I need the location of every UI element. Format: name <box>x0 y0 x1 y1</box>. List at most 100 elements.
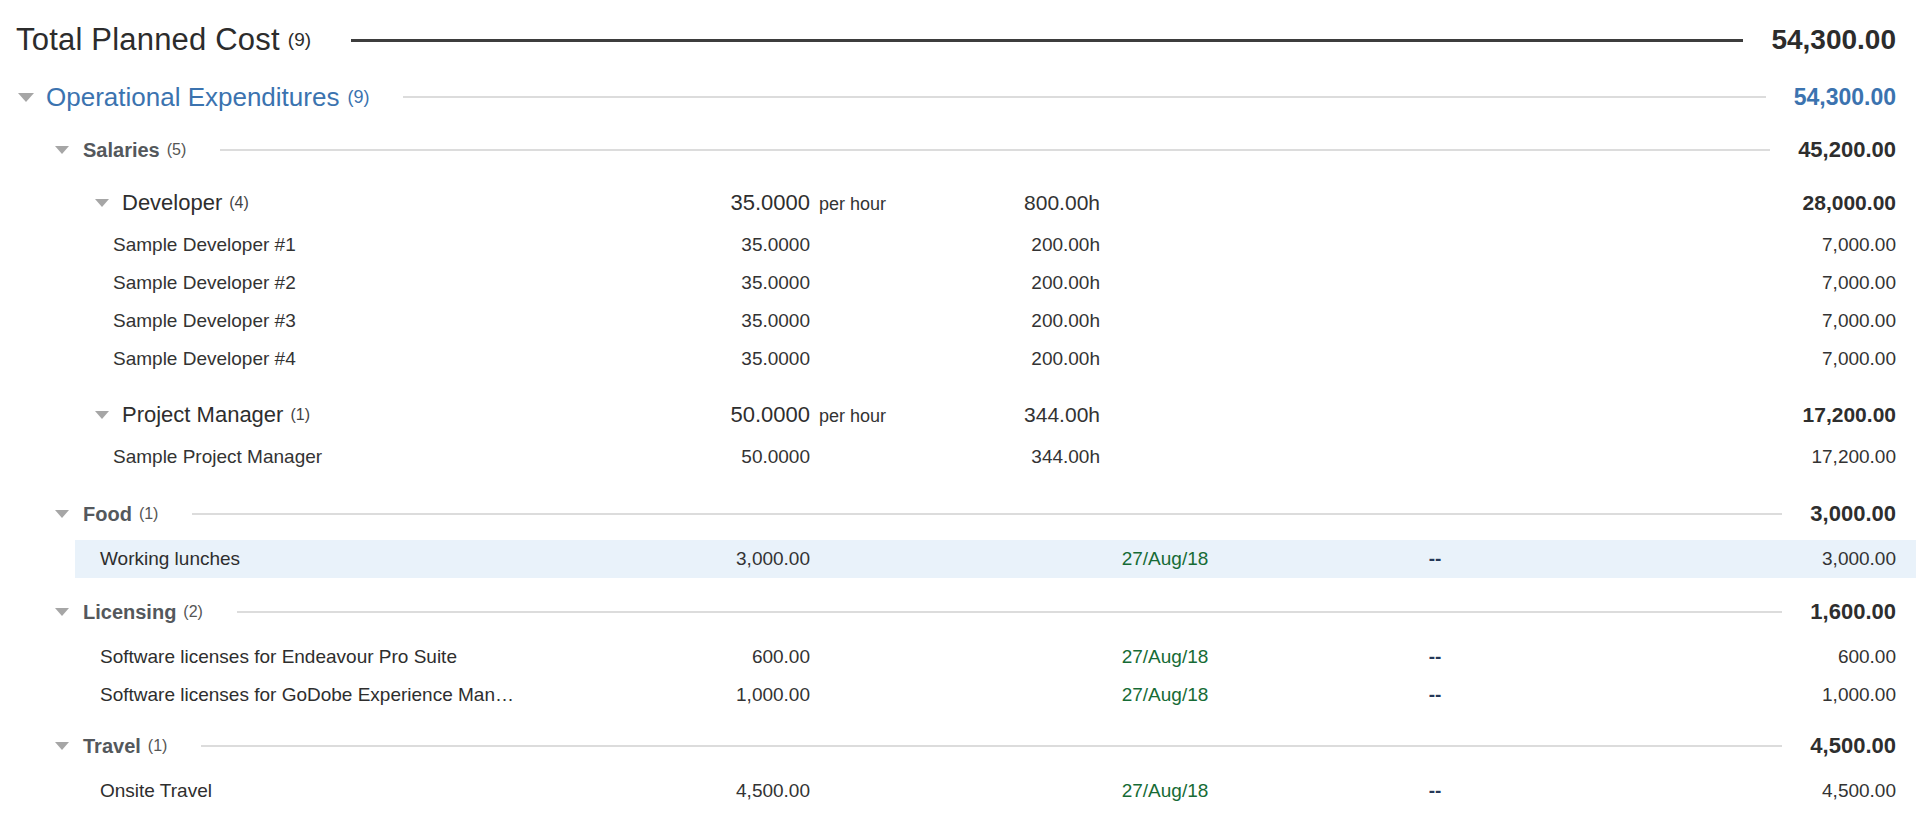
member-rate: 35.0000 <box>540 348 810 370</box>
expense-placeholder[interactable]: -- <box>1380 646 1490 668</box>
leader-line <box>192 513 1782 515</box>
member-name: Sample Developer #4 <box>113 348 296 370</box>
expense-row-endeavour-licenses[interactable]: Software licenses for Endeavour Pro Suit… <box>0 638 1916 676</box>
member-hours: 200.00h <box>900 348 1100 370</box>
role-hours: 800.00h <box>900 191 1100 215</box>
expense-cost: 4,500.00 <box>540 780 810 802</box>
expense-date[interactable]: 27/Aug/18 <box>1050 780 1280 802</box>
member-row[interactable]: Sample Developer #2 35.0000 200.00h 7,00… <box>0 264 1916 302</box>
category-count: (1) <box>139 505 159 523</box>
role-rate: 35.0000 per hour <box>540 190 886 216</box>
leader-line <box>403 96 1765 98</box>
member-row[interactable]: Sample Developer #1 35.0000 200.00h 7,00… <box>0 226 1916 264</box>
member-amount: 7,000.00 <box>1822 234 1896 256</box>
expense-amount: 600.00 <box>1838 646 1896 668</box>
expense-placeholder[interactable]: -- <box>1380 684 1490 706</box>
member-row[interactable]: Sample Developer #4 35.0000 200.00h 7,00… <box>0 340 1916 378</box>
page-title: Total Planned Cost <box>16 22 280 58</box>
collapse-triangle-icon[interactable] <box>95 411 109 419</box>
member-rate: 35.0000 <box>540 234 810 256</box>
category-count: (5) <box>167 141 187 159</box>
member-name: Sample Developer #3 <box>113 310 296 332</box>
category-amount: 45,200.00 <box>1798 137 1896 163</box>
category-count: (2) <box>183 603 203 621</box>
expense-name: Working lunches <box>100 548 240 570</box>
member-hours: 200.00h <box>900 234 1100 256</box>
member-amount: 17,200.00 <box>1811 446 1896 468</box>
expense-name: Software licenses for Endeavour Pro Suit… <box>100 646 457 668</box>
member-amount: 7,000.00 <box>1822 272 1896 294</box>
collapse-triangle-icon[interactable] <box>55 146 69 154</box>
member-hours: 200.00h <box>900 272 1100 294</box>
collapse-triangle-icon[interactable] <box>95 199 109 207</box>
expense-amount: 3,000.00 <box>1822 548 1896 570</box>
member-rate: 50.0000 <box>540 446 810 468</box>
category-count: (1) <box>148 737 168 755</box>
expense-name: Onsite Travel <box>100 780 212 802</box>
expense-date[interactable]: 27/Aug/18 <box>1050 548 1280 570</box>
member-rate: 35.0000 <box>540 272 810 294</box>
category-row-travel: Travel (1) 4,500.00 <box>0 726 1916 766</box>
role-rate: 50.0000 per hour <box>540 402 886 428</box>
category-label[interactable]: Licensing <box>83 601 176 624</box>
category-amount: 3,000.00 <box>1810 501 1896 527</box>
category-row-licensing: Licensing (2) 1,600.00 <box>0 592 1916 632</box>
category-row-food: Food (1) 3,000.00 <box>0 494 1916 534</box>
expense-placeholder[interactable]: -- <box>1380 548 1490 570</box>
leader-line <box>220 149 1770 151</box>
expense-row-onsite-travel[interactable]: Onsite Travel 4,500.00 27/Aug/18 -- 4,50… <box>0 772 1916 810</box>
expense-date[interactable]: 27/Aug/18 <box>1050 646 1280 668</box>
member-hours: 344.00h <box>900 446 1100 468</box>
group-count: (9) <box>347 87 369 108</box>
expense-cost: 3,000.00 <box>540 548 810 570</box>
total-item-count: (9) <box>288 29 311 51</box>
expense-name: Software licenses for GoDobe Experience … <box>100 684 514 706</box>
category-amount: 1,600.00 <box>1810 599 1896 625</box>
expense-row-godobe-licenses[interactable]: Software licenses for GoDobe Experience … <box>0 676 1916 714</box>
role-row-developer: Developer (4) 35.0000 per hour 800.00h 2… <box>0 180 1916 226</box>
expense-cost: 600.00 <box>540 646 810 668</box>
member-name: Sample Developer #2 <box>113 272 296 294</box>
category-label[interactable]: Travel <box>83 735 141 758</box>
member-rate: 35.0000 <box>540 310 810 332</box>
role-hours: 344.00h <box>900 403 1100 427</box>
role-amount: 28,000.00 <box>1803 191 1896 215</box>
group-amount: 54,300.00 <box>1794 84 1896 111</box>
member-row[interactable]: Sample Project Manager 50.0000 344.00h 1… <box>0 438 1916 476</box>
collapse-triangle-icon[interactable] <box>55 510 69 518</box>
member-name: Sample Project Manager <box>113 446 322 468</box>
expense-cost: 1,000.00 <box>540 684 810 706</box>
total-amount: 54,300.00 <box>1771 24 1896 56</box>
expense-row-working-lunches[interactable]: Working lunches 3,000.00 27/Aug/18 -- 3,… <box>0 540 1916 578</box>
rate-unit-label: per hour <box>819 406 886 427</box>
role-label[interactable]: Developer <box>122 190 222 216</box>
role-count: (4) <box>229 194 249 212</box>
category-label[interactable]: Food <box>83 503 132 526</box>
leader-line <box>237 611 1782 613</box>
member-hours: 200.00h <box>900 310 1100 332</box>
expense-amount: 4,500.00 <box>1822 780 1896 802</box>
group-label[interactable]: Operational Expenditures <box>46 82 339 113</box>
category-amount: 4,500.00 <box>1810 733 1896 759</box>
member-amount: 7,000.00 <box>1822 310 1896 332</box>
role-amount: 17,200.00 <box>1803 403 1896 427</box>
member-amount: 7,000.00 <box>1822 348 1896 370</box>
category-label[interactable]: Salaries <box>83 139 160 162</box>
role-label[interactable]: Project Manager <box>122 402 283 428</box>
member-name: Sample Developer #1 <box>113 234 296 256</box>
rate-unit-label: per hour <box>819 194 886 215</box>
expense-amount: 1,000.00 <box>1822 684 1896 706</box>
expense-placeholder[interactable]: -- <box>1380 780 1490 802</box>
role-row-project-manager: Project Manager (1) 50.0000 per hour 344… <box>0 392 1916 438</box>
member-row[interactable]: Sample Developer #3 35.0000 200.00h 7,00… <box>0 302 1916 340</box>
expense-date[interactable]: 27/Aug/18 <box>1050 684 1280 706</box>
collapse-triangle-icon[interactable] <box>55 742 69 750</box>
collapse-triangle-icon[interactable] <box>55 608 69 616</box>
leader-line <box>201 745 1782 747</box>
group-row-operational-expenditures: Operational Expenditures (9) 54,300.00 <box>0 74 1916 120</box>
leader-line <box>351 39 1743 42</box>
category-row-salaries: Salaries (5) 45,200.00 <box>0 130 1916 170</box>
total-planned-cost-row: Total Planned Cost (9) 54,300.00 <box>0 12 1916 68</box>
role-count: (1) <box>290 406 310 424</box>
collapse-triangle-icon[interactable] <box>18 93 34 102</box>
